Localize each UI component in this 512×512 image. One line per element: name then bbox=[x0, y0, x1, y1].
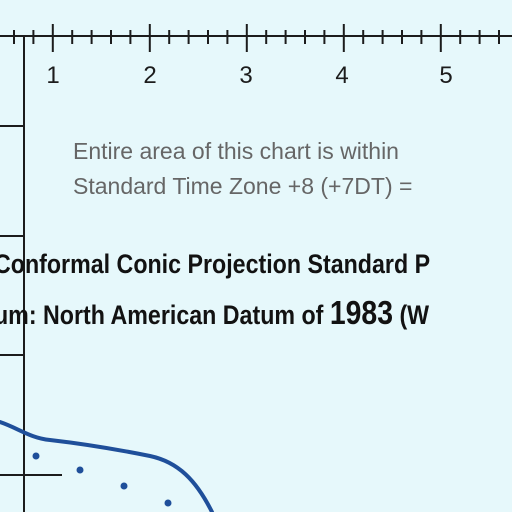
datum-prefix: um: North American Datum of bbox=[0, 300, 330, 330]
datum-suffix: (W bbox=[392, 300, 430, 330]
scale-ticks bbox=[13, 24, 500, 52]
coastline bbox=[0, 420, 214, 512]
scale-label-4: 4 bbox=[335, 62, 349, 89]
time-zone-note-line-2: Standard Time Zone +8 (+7DT) = bbox=[73, 173, 413, 199]
depth-dot bbox=[32, 452, 40, 460]
depth-dot bbox=[164, 499, 172, 507]
depth-dot bbox=[120, 482, 128, 490]
scale-label-5: 5 bbox=[439, 62, 453, 89]
depth-contour-dots bbox=[32, 452, 172, 507]
projection-title: Conformal Conic Projection Standard P bbox=[0, 249, 431, 279]
time-zone-note-line-1: Entire area of this chart is within bbox=[73, 138, 399, 164]
scale-label-3: 3 bbox=[239, 62, 253, 89]
scale-label-2: 2 bbox=[143, 62, 157, 89]
scale-label-1: 1 bbox=[46, 62, 60, 89]
datum-line: um: North American Datum of 1983 (W bbox=[0, 296, 429, 329]
depth-dot bbox=[76, 466, 84, 474]
datum-year: 1983 bbox=[329, 294, 393, 331]
